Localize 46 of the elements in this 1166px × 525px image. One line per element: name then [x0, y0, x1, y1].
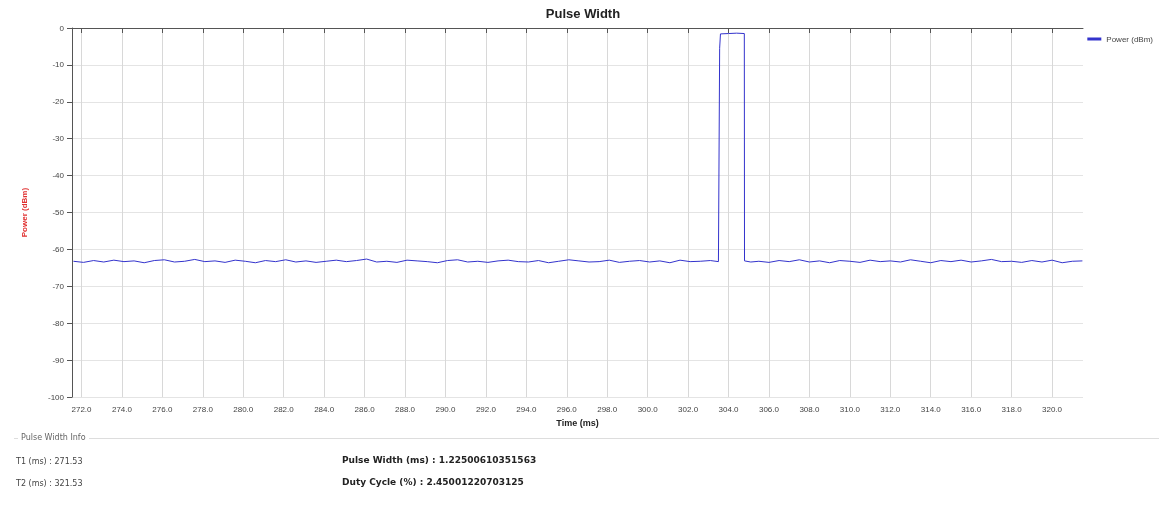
text: T1 (ms) : 271.53 [16, 457, 83, 466]
x-tick-label: 278.0 [192, 404, 214, 414]
line-series [72, 32, 1083, 264]
x-tick-label: 316.0 [961, 404, 982, 414]
x-tick-label: 312.0 [880, 404, 901, 414]
x-tick-label: 272.0 [71, 404, 93, 414]
y-axis-title: Power (dBm) [19, 187, 29, 238]
text: Pulse Width Info [18, 433, 89, 442]
y-tick-label: -30 [52, 134, 65, 144]
y-tick-label: -80 [52, 318, 65, 328]
y-tick-label: 0 [59, 23, 65, 33]
y-tick-label: -60 [52, 244, 65, 254]
y-tick-label: -70 [52, 281, 65, 291]
x-tick-label: 300.0 [637, 404, 659, 414]
chart-title: Pulse Width [545, 6, 621, 21]
x-tick-label: 314.0 [920, 404, 942, 414]
legend-label: Power (dBm) [1106, 34, 1154, 44]
x-tick-label: 284.0 [314, 404, 335, 414]
text: Pulse Width (ms) : 1.22500610351563 [342, 455, 537, 465]
x-tick-label: 282.0 [273, 404, 295, 414]
x-tick-label: 310.0 [839, 404, 861, 414]
x-tick-label: 292.0 [475, 404, 497, 414]
y-tick-label: -20 [52, 97, 65, 107]
x-tick-label: 288.0 [395, 404, 416, 414]
text: T2 (ms) : 321.53 [16, 479, 83, 488]
x-tick-label: 308.0 [799, 404, 820, 414]
x-axis-title: Time (ms) [556, 417, 599, 428]
y-tick-label: -100 [47, 392, 65, 402]
x-tick-label: 280.0 [233, 404, 254, 414]
x-tick-label: 306.0 [758, 404, 780, 414]
x-tick-label: 274.0 [111, 404, 133, 414]
y-tick-label: -40 [52, 171, 65, 181]
x-tick-label: 276.0 [152, 404, 173, 414]
x-tick-label: 290.0 [435, 404, 457, 414]
x-tick-label: 294.0 [516, 404, 537, 414]
text: Duty Cycle (%) : 2.45001220703125 [342, 477, 524, 487]
x-tick-label: 304.0 [718, 404, 740, 414]
x-tick-label: 296.0 [556, 404, 578, 414]
x-tick-label: 286.0 [354, 404, 376, 414]
x-tick-label: 318.0 [1001, 404, 1023, 414]
x-tick-label: 302.0 [678, 404, 699, 414]
x-tick-label: 298.0 [597, 404, 618, 414]
y-tick-label: -90 [52, 355, 65, 365]
y-tick-label: -10 [52, 60, 65, 70]
y-tick-label: -50 [52, 208, 65, 218]
x-tick-label: 320.0 [1042, 404, 1063, 414]
